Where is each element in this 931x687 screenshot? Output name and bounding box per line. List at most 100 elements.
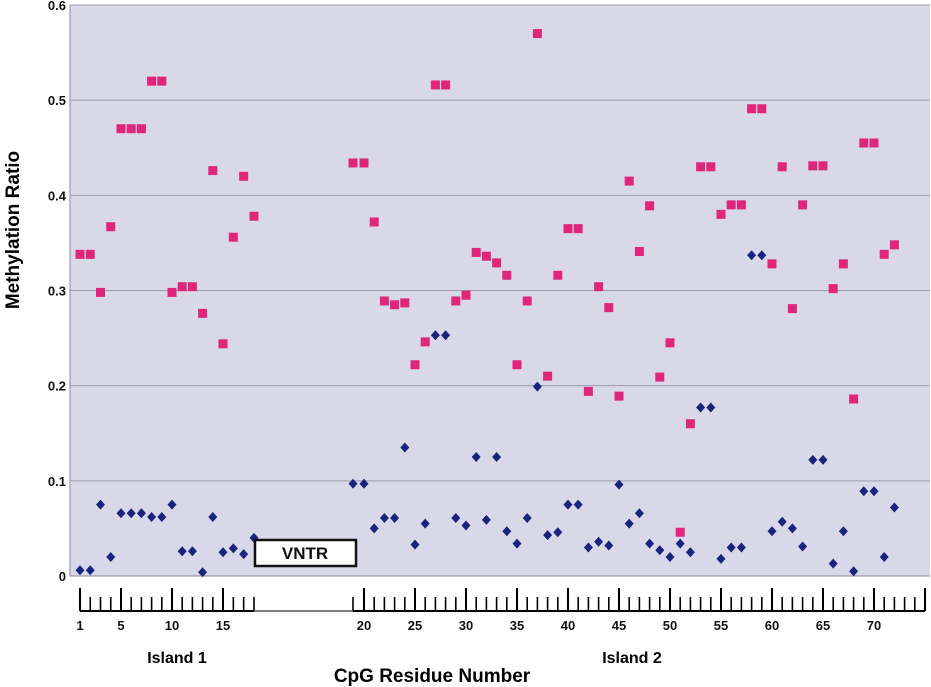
data-point-square	[512, 360, 522, 370]
data-point-square	[665, 338, 675, 348]
data-point-square	[451, 296, 461, 306]
y-tick-label: 0.4	[48, 188, 67, 203]
data-point-diamond	[757, 250, 767, 261]
data-point-square	[757, 104, 767, 114]
data-point-diamond	[685, 547, 695, 558]
data-point-square	[675, 527, 685, 537]
x-tick-label: 25	[408, 618, 422, 633]
data-point-square	[359, 158, 369, 168]
vntr-box	[253, 538, 358, 568]
data-point-diamond	[869, 486, 879, 497]
data-point-diamond	[543, 530, 553, 541]
data-point-square	[502, 270, 512, 280]
data-point-square	[747, 104, 757, 114]
data-point-square	[471, 247, 481, 257]
x-tick-label: 5	[117, 618, 124, 633]
data-point-diamond	[889, 502, 899, 513]
data-point-square	[157, 76, 167, 86]
data-point-square	[85, 249, 95, 259]
data-point-square	[348, 158, 358, 168]
data-point-diamond	[177, 546, 187, 557]
data-point-square	[655, 372, 665, 382]
data-point-diamond	[410, 539, 420, 550]
data-point-diamond	[706, 402, 716, 413]
data-point-diamond	[849, 566, 859, 577]
data-point-square	[228, 232, 238, 242]
x-tick-label: 20	[357, 618, 371, 633]
data-point-diamond	[167, 499, 177, 510]
data-point-square	[249, 211, 259, 221]
data-point-square	[532, 29, 542, 39]
data-point-square	[634, 246, 644, 256]
data-point-diamond	[787, 523, 797, 534]
data-point-square	[849, 394, 859, 404]
data-point-square	[706, 162, 716, 172]
y-axis-ticks: 0 0.1 0.2 0.3 0.4 0.5 0.6	[48, 0, 67, 584]
data-point-square	[198, 308, 208, 318]
x-axis-ticks: 1 5 10 15 20 25 30 35 40 45 50 55 60 65 70	[76, 588, 926, 633]
data-point-square	[167, 287, 177, 297]
data-point-diamond	[716, 553, 726, 564]
data-point-diamond	[390, 512, 400, 523]
data-point-diamond	[553, 527, 563, 538]
data-point-diamond	[747, 250, 757, 261]
data-point-square	[767, 259, 777, 269]
data-point-diamond	[859, 486, 869, 497]
x-tick-label: 1	[76, 618, 83, 633]
data-point-diamond	[532, 381, 542, 392]
data-point-square	[645, 201, 655, 211]
data-point-diamond	[726, 542, 736, 553]
data-point-square	[726, 200, 736, 210]
data-point-diamond	[420, 518, 430, 529]
y-tick-label: 0.5	[48, 93, 66, 108]
data-point-diamond	[492, 452, 502, 463]
data-point-diamond	[675, 538, 685, 549]
data-point-diamond	[198, 567, 208, 578]
data-point-diamond	[696, 402, 706, 413]
data-point-diamond	[471, 452, 481, 463]
data-point-diamond	[573, 499, 583, 510]
data-point-diamond	[379, 512, 389, 523]
data-point-square	[430, 80, 440, 90]
data-point-diamond	[594, 536, 604, 547]
data-point-square	[96, 287, 105, 297]
data-point-diamond	[522, 512, 532, 523]
data-point-square	[685, 419, 695, 429]
data-point-diamond	[430, 330, 440, 341]
data-point-diamond	[655, 545, 665, 556]
vntr-label: VNTR	[282, 544, 328, 563]
data-point-square	[787, 304, 797, 314]
y-tick-label: 0.3	[48, 284, 66, 299]
data-point-diamond	[624, 518, 634, 529]
x-tick-label: 35	[510, 618, 524, 633]
data-point-square	[208, 166, 218, 176]
data-point-square	[239, 171, 249, 181]
data-point-diamond	[96, 499, 105, 510]
data-point-square	[583, 386, 593, 396]
data-point-square	[624, 176, 634, 186]
data-point-diamond	[116, 508, 126, 519]
data-point-diamond	[614, 479, 624, 490]
data-point-diamond	[818, 454, 828, 465]
data-point-diamond	[777, 516, 787, 527]
x-tick-label: 45	[612, 618, 626, 633]
y-tick-label: 0.1	[48, 474, 66, 489]
data-point-diamond	[369, 523, 379, 534]
x-tick-label: 40	[561, 618, 575, 633]
data-point-diamond	[645, 538, 655, 549]
data-point-square	[522, 296, 532, 306]
data-point-square	[379, 296, 389, 306]
data-point-diamond	[348, 478, 358, 489]
y-tick-label: 0.6	[48, 0, 66, 13]
y-tick-label: 0	[59, 569, 66, 584]
data-point-square	[218, 339, 228, 349]
data-point-square	[594, 282, 604, 292]
vntr-annotation: VNTR	[253, 538, 358, 568]
x-tick-label: 15	[216, 618, 230, 633]
y-axis-title: Methylation Ratio	[3, 151, 24, 309]
data-point-diamond	[147, 511, 157, 522]
gridlines	[69, 4, 930, 577]
data-point-square	[614, 391, 624, 401]
data-point-square	[573, 224, 583, 234]
